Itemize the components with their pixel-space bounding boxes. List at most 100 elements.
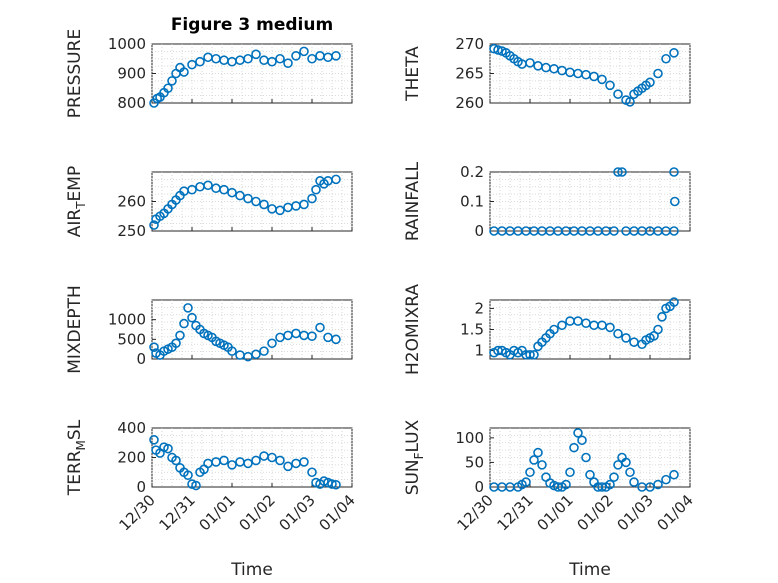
data-point [149, 434, 159, 445]
data-point [525, 58, 535, 68]
data-point [327, 479, 337, 489]
data-point [183, 470, 193, 481]
y-tick-label: 100 [455, 429, 484, 447]
data-point [533, 447, 543, 458]
data-point [267, 338, 277, 349]
data-point [653, 479, 663, 490]
data-point [307, 467, 317, 478]
data-point [149, 342, 159, 353]
x-tick-label: 12/30 [116, 491, 159, 534]
data-series [489, 297, 679, 360]
x-tick-label: 01/04 [654, 491, 697, 534]
data-point [307, 53, 317, 64]
data-point [613, 167, 623, 177]
figure-title: Figure 3 medium [171, 15, 333, 35]
data-point [175, 330, 185, 341]
y-tick-label: 900 [117, 65, 146, 83]
subplot-air_temp: 250 260 AIRTEMP [65, 166, 353, 240]
data-point [219, 184, 229, 195]
x-tick-label: 12/30 [454, 491, 497, 534]
data-point [275, 205, 285, 216]
data-point [331, 334, 341, 345]
subplot-h2omixra: 1 1.5 2 H2OMIXRA [403, 284, 691, 375]
y-axis-label: SUNFLUX [403, 419, 426, 495]
data-point [573, 428, 583, 438]
x-tick-label: 01/01 [534, 491, 577, 534]
data-point [613, 328, 623, 339]
x-tick-label: 01/02 [574, 491, 617, 534]
data-point [235, 190, 245, 201]
data-point [557, 320, 567, 331]
y-axis-label: AIRTEMP [65, 166, 88, 237]
y-tick-label: 1.5 [460, 321, 484, 339]
data-point [187, 59, 197, 70]
y-tick-label: 400 [117, 419, 146, 437]
data-point [179, 67, 189, 77]
data-point [283, 58, 293, 68]
gridlines [151, 300, 353, 359]
data-point [529, 349, 539, 360]
data-point [529, 455, 539, 465]
data-point [251, 196, 261, 207]
data-point [525, 467, 535, 478]
data-point [315, 322, 325, 333]
x-tick-label: 01/03 [276, 491, 319, 534]
y-tick-label: 50 [465, 453, 484, 471]
data-point [653, 68, 663, 79]
data-point [581, 452, 591, 463]
data-point [565, 467, 575, 478]
data-point [203, 180, 213, 191]
data-point [605, 479, 615, 490]
y-tick-label: 2 [474, 299, 484, 317]
data-point [171, 338, 181, 349]
data-series [149, 174, 341, 230]
data-point [625, 97, 635, 107]
data-point [291, 50, 301, 61]
y-tick-label: 1000 [108, 311, 146, 329]
x-tick-label: 01/03 [614, 491, 657, 534]
data-series [149, 434, 341, 491]
y-tick-label: 265 [455, 65, 484, 83]
data-point [669, 297, 679, 307]
data-point [597, 74, 607, 85]
y-tick-label: 0 [136, 350, 146, 368]
y-axis-label: PRESSURE [65, 29, 85, 118]
data-point [669, 167, 679, 177]
data-point [585, 469, 595, 480]
data-point [549, 324, 559, 335]
data-point [331, 174, 341, 185]
data-point [569, 442, 579, 453]
data-point [307, 193, 317, 204]
data-series [489, 167, 680, 236]
data-series [149, 303, 341, 362]
data-point [219, 455, 229, 466]
data-point [661, 474, 671, 485]
x-tick-label: 01/04 [316, 491, 359, 534]
data-point [171, 455, 181, 466]
data-point [251, 349, 261, 360]
data-point [267, 56, 277, 67]
data-point [537, 460, 547, 470]
data-point [525, 349, 535, 360]
data-point [187, 312, 197, 323]
data-point [243, 193, 253, 204]
data-point [645, 77, 655, 88]
data-point [307, 331, 317, 341]
x-tick-label: 12/31 [156, 491, 199, 534]
data-point [299, 457, 309, 467]
data-point [191, 480, 201, 491]
subplot-theta: 260 265 270 THETA [403, 35, 691, 112]
data-point [653, 324, 663, 335]
y-tick-label: 0 [474, 222, 484, 240]
y-axis-label: TERRMSL [65, 419, 88, 496]
y-tick-label: 250 [117, 222, 146, 240]
data-point [251, 49, 261, 60]
data-point [163, 83, 173, 94]
data-point [227, 346, 237, 356]
x-tick-label: 01/02 [236, 491, 279, 534]
data-point [283, 461, 293, 472]
y-tick-label: 270 [455, 35, 484, 53]
